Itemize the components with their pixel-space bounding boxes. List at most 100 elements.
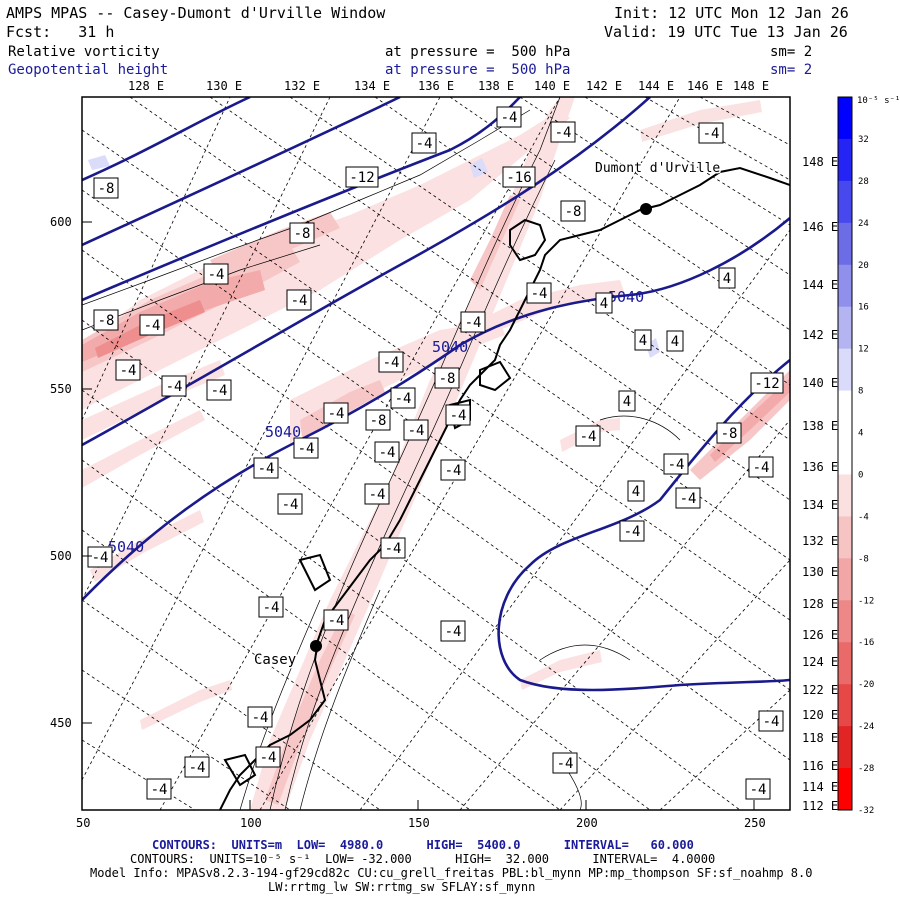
vorticity-label: -4 — [703, 126, 720, 142]
colorbar-label: -16 — [858, 638, 874, 648]
right-lon-label: 134 E — [802, 498, 839, 512]
vorticity-label: -4 — [151, 782, 168, 798]
vorticity-label: -4 — [465, 315, 482, 331]
colorbar-label: 0 — [858, 470, 863, 480]
top-lon-label: 132 E — [284, 79, 321, 93]
x-tick-label: 200 — [576, 816, 598, 830]
vorticity-label: -12 — [349, 170, 374, 186]
vorticity-label: -4 — [763, 714, 780, 730]
vorticity-label: -4 — [92, 550, 109, 566]
right-lon-label: 142 E — [802, 328, 839, 342]
colorbar-swatch — [838, 474, 852, 517]
x-tick-label: 50 — [76, 816, 91, 830]
vorticity-label: -4 — [450, 408, 467, 424]
field1-name: Relative vorticity — [8, 44, 160, 60]
right-lon-label: 120 E — [802, 708, 839, 722]
height-label: 5040 — [608, 288, 644, 306]
vorticity-label: -4 — [555, 125, 572, 141]
y-tick-label: 500 — [50, 549, 72, 563]
field1-level: at pressure = 500 hPa — [385, 44, 571, 60]
vorticity-label: -4 — [408, 423, 425, 439]
right-lon-label: 118 E — [802, 731, 839, 745]
right-lon-label: 126 E — [802, 628, 839, 642]
vorticity-label: -4 — [260, 750, 277, 766]
vorticity-label: -4 — [668, 457, 685, 473]
station-dumont-durville-marker[interactable] — [640, 203, 652, 215]
colorbar-label: 28 — [858, 177, 869, 187]
vorticity-label: -4 — [580, 429, 597, 445]
vorticity-label: -4 — [750, 782, 767, 798]
colorbar-swatch — [838, 432, 852, 475]
field2-level: at pressure = 500 hPa — [385, 62, 571, 78]
footer-contours-height: CONTOURS: UNITS=m LOW= 4980.0 HIGH= 5400… — [152, 838, 694, 852]
right-lon-label: 128 E — [802, 597, 839, 611]
colorbar-swatch — [838, 684, 852, 727]
footer-contours-vorticity: CONTOURS: UNITS=10⁻⁵ s⁻¹ LOW= -32.000 HI… — [130, 852, 716, 866]
vorticity-label: -8 — [98, 313, 115, 329]
right-lon-label: 122 E — [802, 683, 839, 697]
vorticity-label: -4 — [291, 293, 308, 309]
vorticity-label: -4 — [189, 760, 206, 776]
vorticity-label: 4 — [639, 333, 647, 349]
vorticity-label: -4 — [557, 756, 574, 772]
vorticity-label: -4 — [211, 383, 228, 399]
colorbar-label: 12 — [858, 345, 869, 355]
right-lon-label: 130 E — [802, 565, 839, 579]
top-lon-label: 148 E — [733, 79, 770, 93]
vorticity-label: -4 — [208, 267, 225, 283]
colorbar-swatch — [838, 138, 852, 182]
right-lon-label: 114 E — [802, 780, 839, 794]
footer-model-info: Model Info: MPASv8.2.3-194-gf29cd82c CU:… — [90, 866, 813, 880]
map-title: AMPS MPAS -- Casey-Dumont d'Urville Wind… — [6, 4, 386, 22]
station-dumont-durville-label: Dumont d'Urville — [595, 161, 720, 176]
station-casey-marker[interactable] — [310, 640, 322, 652]
axis-ticks — [81, 221, 755, 810]
lat-lon-grid — [82, 97, 790, 810]
vorticity-label: 4 — [632, 484, 640, 500]
field2-name: Geopotential height — [8, 62, 169, 78]
colorbar-swatch — [838, 348, 852, 392]
top-lon-label: 146 E — [687, 79, 724, 93]
colorbar-swatch — [838, 600, 852, 643]
colorbar-label: 8 — [858, 387, 863, 397]
vorticity-label: -4 — [624, 524, 641, 540]
colorbar-swatch — [838, 642, 852, 685]
vorticity-label: -4 — [445, 463, 462, 479]
colorbar-label: -32 — [858, 806, 874, 816]
colorbar-swatch — [838, 390, 852, 434]
vorticity-contours — [82, 97, 681, 810]
vorticity-label: -4 — [328, 613, 345, 629]
vorticity-label: -8 — [98, 181, 115, 197]
right-lon-label: 144 E — [802, 278, 839, 292]
field2-smooth: sm= 2 — [770, 62, 813, 78]
vorticity-labels: -4 -4 -4 -4 -8 -12 -16 -8 -8 -4 -4 -8 -4 -4 -4 -4 -4 -4 -4… — [87, 106, 784, 800]
colorbar-swatch — [838, 180, 852, 224]
height-labels: 5040 5040 5040 5040 — [108, 288, 644, 556]
top-lon-label: 134 E — [354, 79, 391, 93]
vorticity-label: -4 — [282, 497, 299, 513]
vorticity-shading — [82, 97, 790, 810]
colorbar: 10⁻⁵ s⁻¹ 32 28 24 20 16 12 8 4 0 -4 -8 -12 -16 -20 -24 -… — [837, 96, 900, 816]
colorbar-label: 4 — [858, 429, 863, 439]
colorbar-label: -4 — [858, 512, 869, 522]
station-casey-label: Casey — [254, 652, 296, 668]
vorticity-label: -8 — [565, 204, 582, 220]
vorticity-label: -4 — [531, 286, 548, 302]
vorticity-label: -8 — [721, 426, 738, 442]
vorticity-label: -12 — [754, 376, 779, 392]
vorticity-label: -4 — [144, 318, 161, 334]
vorticity-label: 4 — [671, 334, 679, 350]
top-lon-label: 144 E — [638, 79, 675, 93]
colorbar-unit: 10⁻⁵ s⁻¹ — [857, 96, 900, 106]
right-lon-label: 148 E — [802, 155, 839, 169]
top-lon-label: 136 E — [418, 79, 455, 93]
vorticity-label: -8 — [370, 413, 387, 429]
colorbar-label: 32 — [858, 135, 869, 145]
colorbar-label: 20 — [858, 261, 869, 271]
init-time: Init: 12 UTC Mon 12 Jan 26 — [614, 4, 849, 22]
colorbar-label: -12 — [858, 596, 874, 606]
vorticity-label: -4 — [680, 491, 697, 507]
right-lon-label: 146 E — [802, 220, 839, 234]
vorticity-label: -8 — [439, 371, 456, 387]
right-lon-label: 140 E — [802, 376, 839, 390]
